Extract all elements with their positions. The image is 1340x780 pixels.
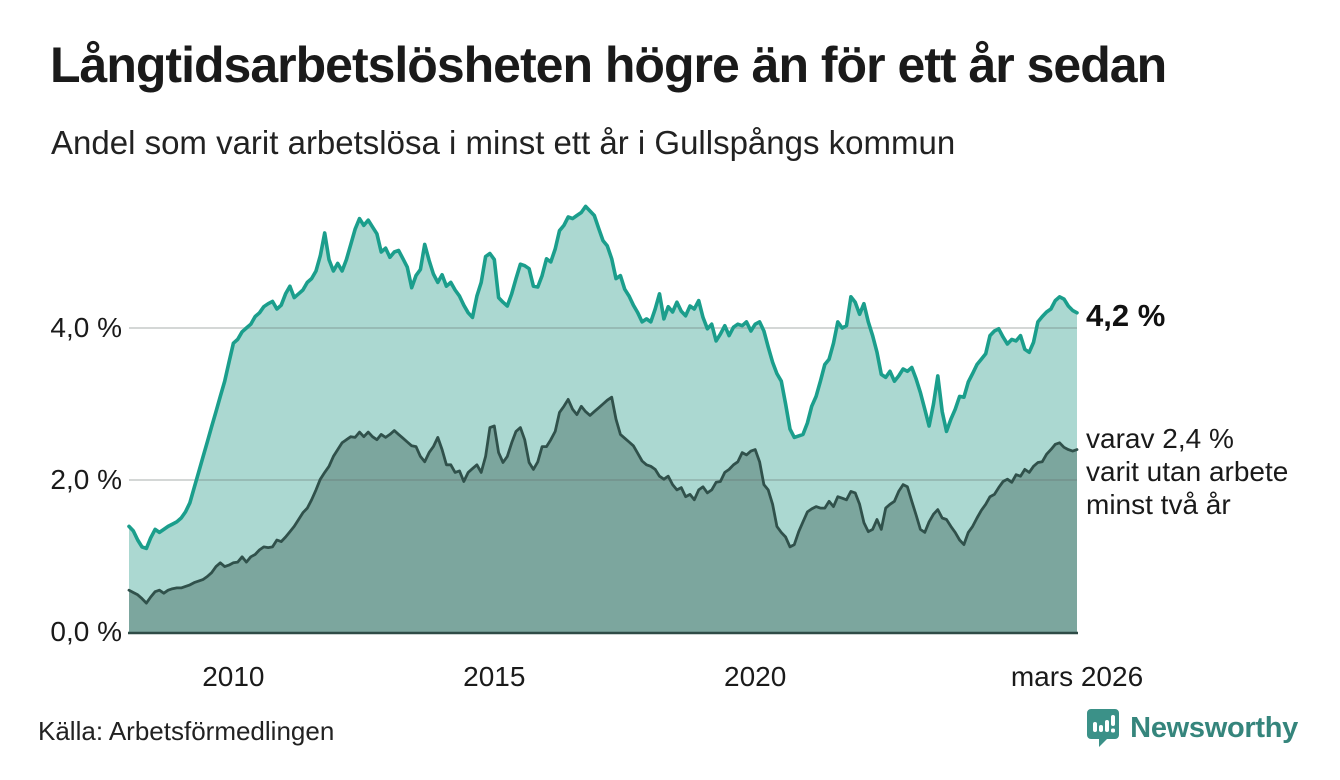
x-axis-label: mars 2026 — [1010, 661, 1144, 692]
bar-icon — [1093, 722, 1098, 732]
two-year-annotation-line: varav 2,4 % — [1086, 423, 1234, 454]
y-axis-label: 4,0 % — [50, 312, 122, 343]
source-label: Källa: Arbetsförmedlingen — [38, 716, 335, 746]
page-title: Långtidsarbetslösheten högre än för ett … — [50, 37, 1167, 93]
exclamation-line-icon — [1111, 715, 1116, 726]
x-axis-label: 2010 — [202, 661, 265, 692]
two-year-annotation-line: minst två år — [1086, 489, 1231, 520]
newsworthy-wordmark: Newsworthy — [1130, 711, 1298, 744]
bar-icon — [1105, 720, 1110, 732]
two-year-annotation-line: varit utan arbete — [1086, 456, 1289, 487]
x-axis-label: 2020 — [724, 661, 787, 692]
bar-icon — [1099, 725, 1104, 732]
exclamation-dot-icon — [1111, 728, 1116, 733]
y-axis-label: 0,0 % — [50, 616, 122, 647]
y-axis-label: 2,0 % — [50, 464, 122, 495]
x-axis-label: 2015 — [463, 661, 526, 692]
two-year-annotation: varav 2,4 % varit utan arbete minst två … — [1086, 422, 1288, 521]
page-subtitle: Andel som varit arbetslösa i minst ett å… — [51, 124, 956, 161]
latest-total-value-label: 4,2 % — [1086, 298, 1166, 333]
newsworthy-logo: Newsworthy — [1086, 708, 1298, 748]
newsworthy-bubble-icon — [1087, 709, 1120, 747]
